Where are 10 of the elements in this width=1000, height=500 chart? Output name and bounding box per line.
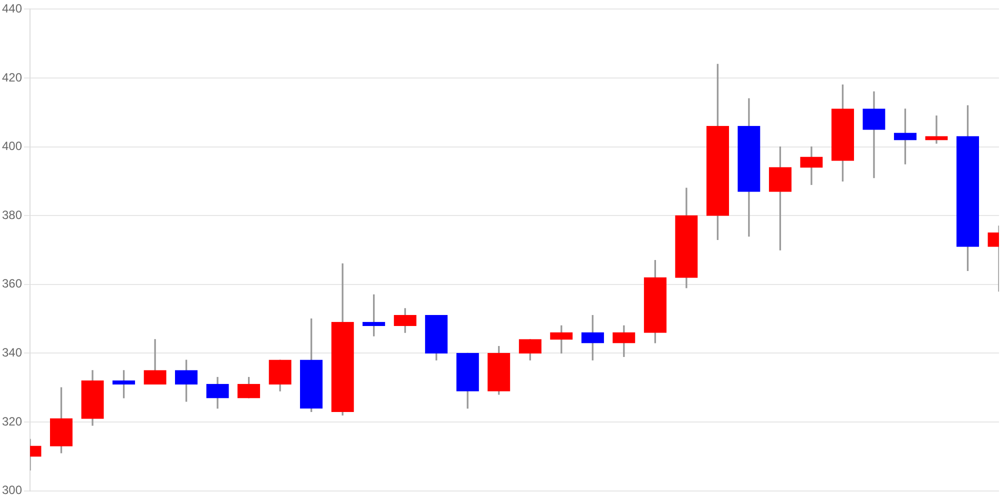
- y-tick-label: 400: [2, 139, 22, 154]
- y-tick-label: 380: [2, 208, 22, 222]
- candlestick: [862, 91, 886, 178]
- y-tick-label: 440: [2, 2, 22, 16]
- y-tick-label: 360: [2, 276, 22, 291]
- y-tick-label: 300: [2, 483, 22, 498]
- y-tick-label: 340: [2, 346, 22, 360]
- y-tick-label: 320: [2, 414, 22, 428]
- candlestick: [925, 116, 948, 144]
- y-tick-label: 420: [2, 70, 22, 84]
